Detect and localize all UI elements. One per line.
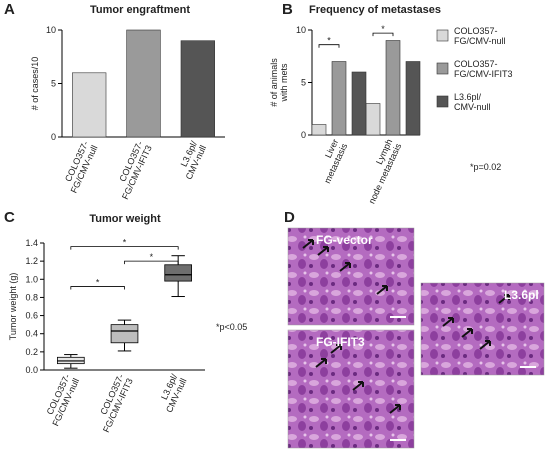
y-tick-label: 0.2 — [25, 347, 38, 357]
arrow — [479, 340, 491, 350]
annotation: *p=0.02 — [470, 162, 501, 172]
bar — [405, 61, 421, 136]
histology-image — [287, 329, 415, 449]
significance-bracket — [318, 44, 340, 48]
y-tick-label: 0.4 — [25, 329, 38, 339]
x-tick-label: L3.6pl/CMV-null — [175, 139, 209, 181]
y-tick-label: 5 — [51, 79, 56, 89]
x-tick-label: Livermetastasis — [313, 137, 350, 185]
y-tick-label: 0.6 — [25, 311, 38, 321]
arrow — [376, 285, 388, 295]
chart-title: Tumor engraftment — [90, 4, 190, 16]
legend-label: COLO357-FG/CMV-null — [454, 26, 506, 46]
bar — [180, 40, 215, 138]
significance-bracket — [372, 32, 394, 37]
chart-title: Frequency of metastases — [309, 4, 441, 16]
x-tick-label: COLO357-FG/CMV-null — [41, 373, 81, 428]
panel-label: A — [4, 1, 15, 18]
bar — [126, 29, 161, 138]
y-axis-label: # of animalswith mets — [269, 58, 289, 107]
y-axis-label: # of cases/10 — [30, 57, 40, 111]
y-tick-label: 5 — [301, 78, 306, 88]
arrow — [352, 381, 364, 391]
significance-bracket — [124, 260, 179, 265]
y-tick-label: 1.0 — [25, 274, 38, 284]
significance-star: * — [123, 238, 127, 248]
bar — [331, 61, 347, 136]
panel-label: B — [282, 1, 293, 18]
significance-bracket — [70, 286, 125, 290]
arrow — [442, 317, 454, 327]
y-tick-label: 10 — [296, 25, 306, 35]
x-tick-label: COLO357-FG/CMV-IFIT3 — [111, 140, 154, 201]
chart-title: Tumor weight — [89, 213, 161, 225]
arrow — [302, 239, 314, 249]
bar — [72, 72, 107, 138]
panel-label: C — [4, 209, 15, 226]
bar — [351, 71, 367, 136]
annotation: *p<0.05 — [216, 322, 247, 332]
bar — [365, 103, 381, 136]
significance-star: * — [96, 278, 100, 288]
y-tick-label: 0 — [51, 132, 56, 142]
bar — [385, 40, 401, 136]
histology-image — [420, 282, 545, 376]
image-label: FG-vector — [316, 233, 373, 247]
arrow — [339, 262, 351, 272]
legend-label: L3.6pl/CMV-null — [454, 92, 491, 112]
box — [110, 324, 139, 344]
x-tick-label: COLO357-FG/CMV-null — [60, 140, 100, 195]
arrow — [330, 344, 342, 354]
x-tick-label: COLO357-FG/CMV-IFIT3 — [92, 373, 135, 434]
legend-swatch — [436, 29, 449, 42]
image-label: L3.6pl — [504, 288, 539, 302]
arrow — [315, 358, 327, 368]
y-tick-label: 0.0 — [25, 365, 38, 375]
box — [164, 264, 192, 282]
significance-star: * — [150, 252, 154, 262]
arrow — [498, 294, 510, 304]
legend-swatch — [436, 95, 449, 108]
y-axis-label: Tumor weight (g) — [8, 273, 18, 341]
bar — [311, 124, 327, 136]
y-tick-label: 10 — [46, 25, 56, 35]
image-label: FG-IFIT3 — [316, 335, 365, 349]
y-tick-label: 1.2 — [25, 256, 38, 266]
arrow — [389, 404, 401, 414]
y-tick-label: 0.8 — [25, 292, 38, 302]
significance-star: * — [327, 36, 331, 46]
significance-star: * — [381, 24, 385, 34]
significance-bracket — [70, 246, 179, 250]
y-tick-label: 0 — [301, 130, 306, 140]
legend-swatch — [436, 62, 449, 75]
x-tick-label: Lymphnode metastasis — [358, 137, 404, 205]
y-tick-label: 1.4 — [25, 238, 38, 248]
x-tick-label: L3.6pl/CMV-null — [155, 372, 189, 414]
panel-label: D — [284, 209, 295, 226]
arrow — [317, 246, 329, 256]
arrow — [461, 328, 473, 338]
legend-label: COLO357-FG/CMV-IFIT3 — [454, 59, 513, 79]
